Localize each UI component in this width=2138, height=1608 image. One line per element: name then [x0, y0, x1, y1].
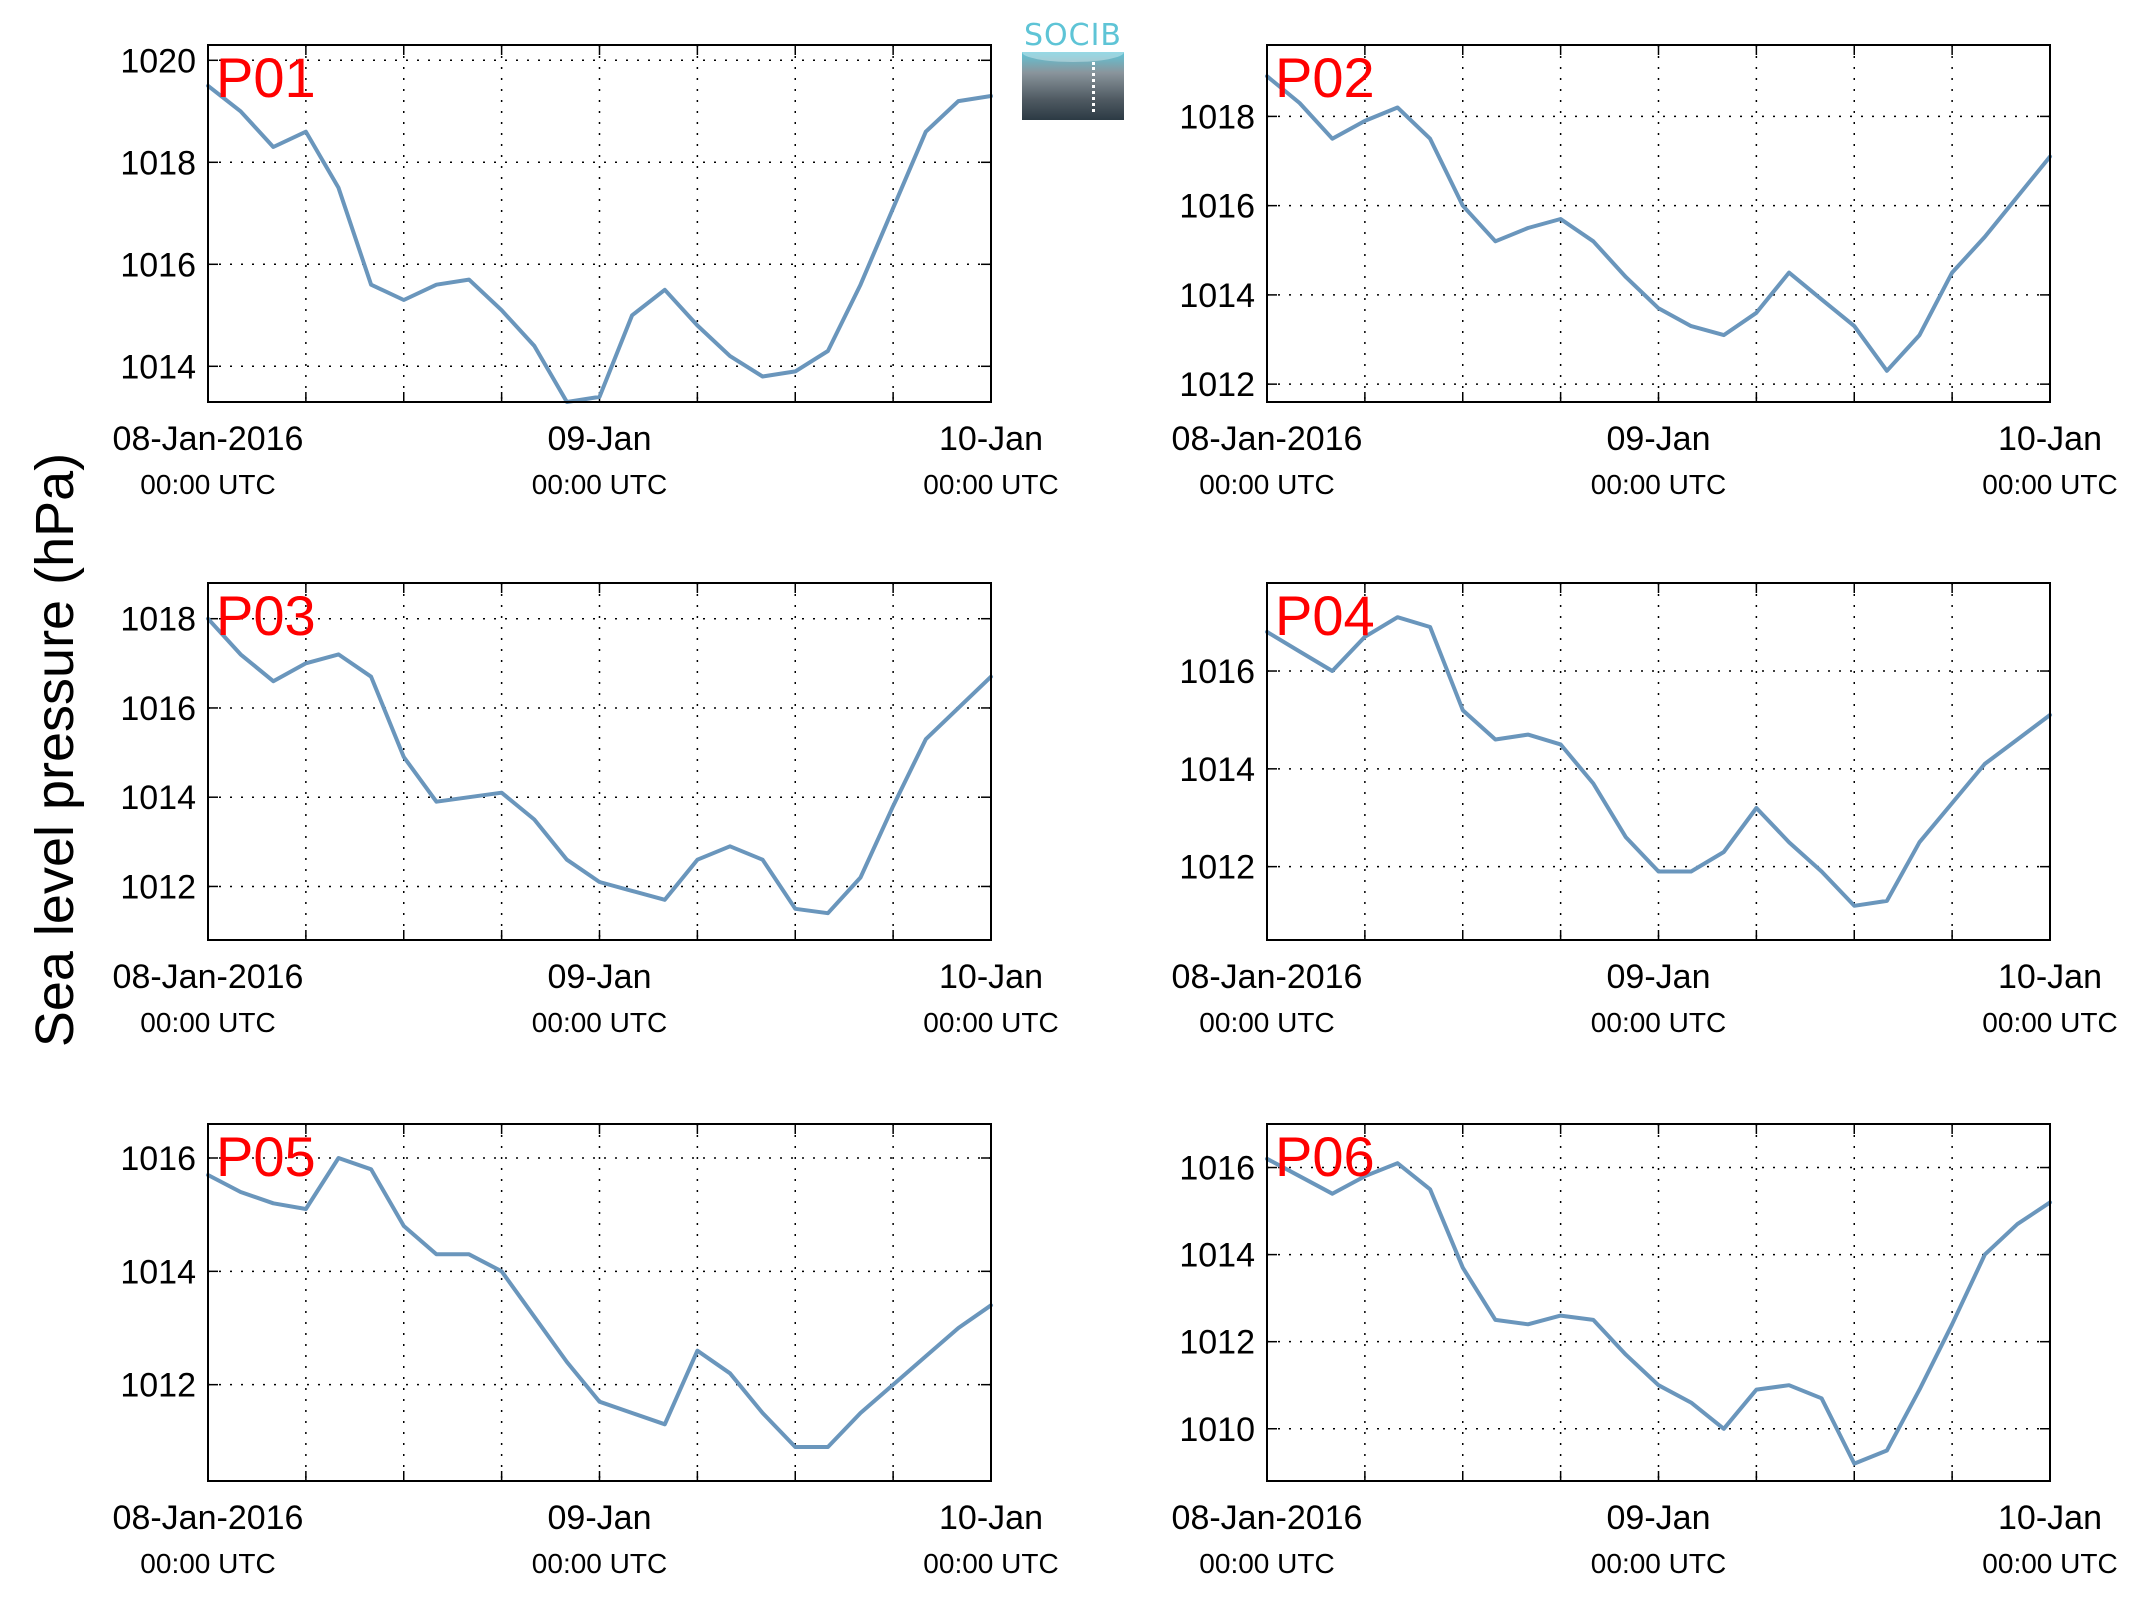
series-line-p06 [1265, 1156, 2052, 1466]
y-tick-label: 1020 [120, 42, 196, 80]
x-tick-label-date: 10-Jan [1998, 1499, 2102, 1537]
logo-text: SOCIB [1023, 18, 1123, 53]
x-tick-label-date: 09-Jan [548, 420, 652, 458]
x-tick-label-date: 10-Jan [939, 1499, 1043, 1537]
socib-logo: SOCIB [1022, 18, 1124, 120]
x-tick-label-date: 09-Jan [548, 958, 652, 996]
y-tick-label: 1018 [120, 144, 196, 182]
x-tick-label-time: 00:00 UTC [923, 1007, 1058, 1038]
x-tick-label-time: 00:00 UTC [923, 1548, 1058, 1579]
panel-p06: 1010 1012 1014 1016 08-Jan-2016 00:00 UTC 09-J… [1172, 1123, 2118, 1579]
y-tick-label: 1018 [1179, 98, 1255, 136]
y-tick-label: 1014 [1179, 1237, 1255, 1275]
x-tick-label-time: 00:00 UTC [1199, 1548, 1334, 1579]
x-tick-label-date: 10-Jan [1998, 420, 2102, 458]
y-tick-label: 1012 [120, 1367, 196, 1405]
y-tick-label: 1016 [1179, 1150, 1255, 1188]
y-tick-label: 1012 [1179, 1324, 1255, 1362]
x-tick-label-time: 00:00 UTC [532, 469, 667, 500]
panel-label: P05 [216, 1125, 316, 1188]
y-tick-label: 1014 [120, 348, 196, 386]
y-tick-label: 1018 [120, 601, 196, 639]
x-tick-label-date: 09-Jan [1607, 1499, 1711, 1537]
x-tick-label-time: 00:00 UTC [1982, 469, 2117, 500]
series-line-p05 [206, 1156, 993, 1449]
x-tick-label-date: 09-Jan [1607, 420, 1711, 458]
y-tick-label: 1016 [120, 1140, 196, 1178]
plot-frame [1266, 1123, 2051, 1482]
x-tick-label-date: 08-Jan-2016 [113, 1499, 304, 1537]
plot-frame [1266, 44, 2051, 403]
panel-label: P03 [216, 584, 316, 647]
panel-p01: 1014 1016 1018 1020 08-Jan-2016 00:00 UTC 09-J… [113, 42, 1059, 500]
x-tick-label-date: 08-Jan-2016 [1172, 1499, 1363, 1537]
plot-frame [1266, 582, 2051, 941]
x-tick-label-time: 00:00 UTC [1591, 1007, 1726, 1038]
x-tick-label-time: 00:00 UTC [1591, 469, 1726, 500]
y-tick-label: 1016 [1179, 653, 1255, 691]
panel-p04: 1012 1014 1016 08-Jan-2016 00:00 UTC 09-Jan 00… [1172, 582, 2118, 1038]
panel-label: P06 [1275, 1125, 1375, 1188]
panel-label: P01 [216, 46, 316, 109]
x-tick-label-date: 10-Jan [939, 958, 1043, 996]
x-tick-label-date: 09-Jan [548, 1499, 652, 1537]
series-line-p03 [206, 616, 993, 916]
x-tick-label-time: 00:00 UTC [1591, 1548, 1726, 1579]
y-tick-label: 1014 [120, 779, 196, 817]
y-tick-label: 1016 [120, 690, 196, 728]
x-tick-label-date: 09-Jan [1607, 958, 1711, 996]
x-tick-label-time: 00:00 UTC [140, 1007, 275, 1038]
x-tick-label-time: 00:00 UTC [1982, 1007, 2117, 1038]
y-tick-label: 1014 [120, 1253, 196, 1291]
y-tick-label: 1010 [1179, 1411, 1255, 1449]
panel-p02: 1012 1014 1016 1018 08-Jan-2016 00:00 UTC 09-J… [1172, 44, 2118, 500]
y-tick-label: 1012 [1179, 366, 1255, 404]
y-axis-title: Sea level pressure (hPa) [25, 452, 85, 1048]
y-tick-label: 1014 [1179, 751, 1255, 789]
plot-frame [207, 1123, 992, 1482]
plot-frame [207, 44, 992, 403]
series-line-p02 [1265, 74, 2052, 373]
logo-wave [1022, 52, 1124, 62]
x-tick-label-date: 08-Jan-2016 [1172, 420, 1363, 458]
x-tick-label-date: 08-Jan-2016 [113, 420, 304, 458]
x-tick-label-date: 10-Jan [1998, 958, 2102, 996]
x-tick-label-time: 00:00 UTC [532, 1007, 667, 1038]
x-tick-label-date: 08-Jan-2016 [1172, 958, 1363, 996]
x-tick-label-time: 00:00 UTC [1982, 1548, 2117, 1579]
y-tick-label: 1016 [1179, 188, 1255, 226]
x-tick-label-time: 00:00 UTC [923, 469, 1058, 500]
x-tick-label-time: 00:00 UTC [532, 1548, 667, 1579]
x-tick-label-time: 00:00 UTC [140, 469, 275, 500]
x-tick-label-date: 10-Jan [939, 420, 1043, 458]
panel-p03: 1012 1014 1016 1018 08-Jan-2016 00:00 UTC 09-J… [113, 582, 1059, 1038]
x-tick-label-date: 08-Jan-2016 [113, 958, 304, 996]
y-tick-label: 1012 [120, 868, 196, 906]
plot-frame [207, 582, 992, 941]
panel-p05: 1012 1014 1016 08-Jan-2016 00:00 UTC 09-Jan 00… [113, 1123, 1059, 1579]
logo-dash [1092, 62, 1095, 112]
panel-label: P04 [1275, 584, 1375, 647]
y-tick-label: 1016 [120, 246, 196, 284]
x-tick-label-time: 00:00 UTC [1199, 469, 1334, 500]
x-tick-label-time: 00:00 UTC [1199, 1007, 1334, 1038]
series-line-p04 [1265, 615, 2052, 908]
y-tick-label: 1012 [1179, 849, 1255, 887]
series-line-p01 [206, 83, 993, 404]
x-tick-label-time: 00:00 UTC [140, 1548, 275, 1579]
panel-label: P02 [1275, 46, 1375, 109]
y-tick-label: 1014 [1179, 277, 1255, 315]
logo-graphic [1022, 52, 1124, 120]
